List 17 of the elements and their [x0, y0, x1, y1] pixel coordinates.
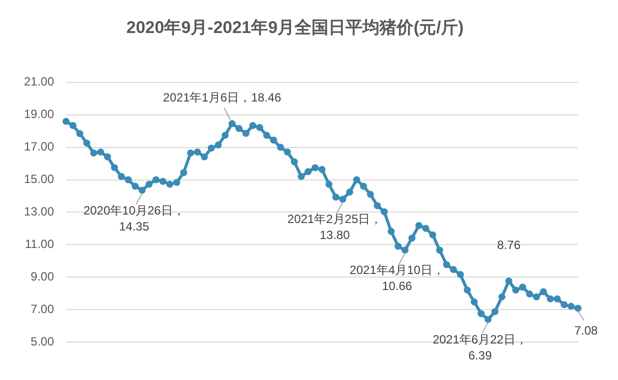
annotation: 2021年4月10日，10.66: [350, 263, 444, 294]
annotation: 2021年2月25日，13.80: [287, 212, 382, 242]
y-tick-label: 9.00: [30, 269, 54, 284]
y-tick-label: 11.00: [24, 236, 54, 251]
annotation: 8.76: [497, 238, 521, 252]
y-tick-label: 7.00: [30, 302, 54, 316]
annotation: 2020年10月26日，14.35: [83, 203, 185, 234]
y-tick-label: 21.00: [24, 74, 54, 89]
y-tick-label: 17.00: [24, 140, 54, 154]
y-tick-label: 5.00: [30, 334, 54, 348]
annotation: 2021年6月22日，6.39: [432, 332, 528, 362]
y-tick-label: 19.00: [24, 107, 54, 122]
chart-title: 2020年9月-2021年9月全国日平均猪价(元/斤): [126, 18, 464, 37]
y-tick-label: 13.00: [24, 204, 54, 219]
annotation: 7.08: [574, 323, 598, 338]
annotation: 2021年1月6日，18.46: [163, 90, 282, 105]
y-tick-label: 15.00: [24, 172, 54, 186]
